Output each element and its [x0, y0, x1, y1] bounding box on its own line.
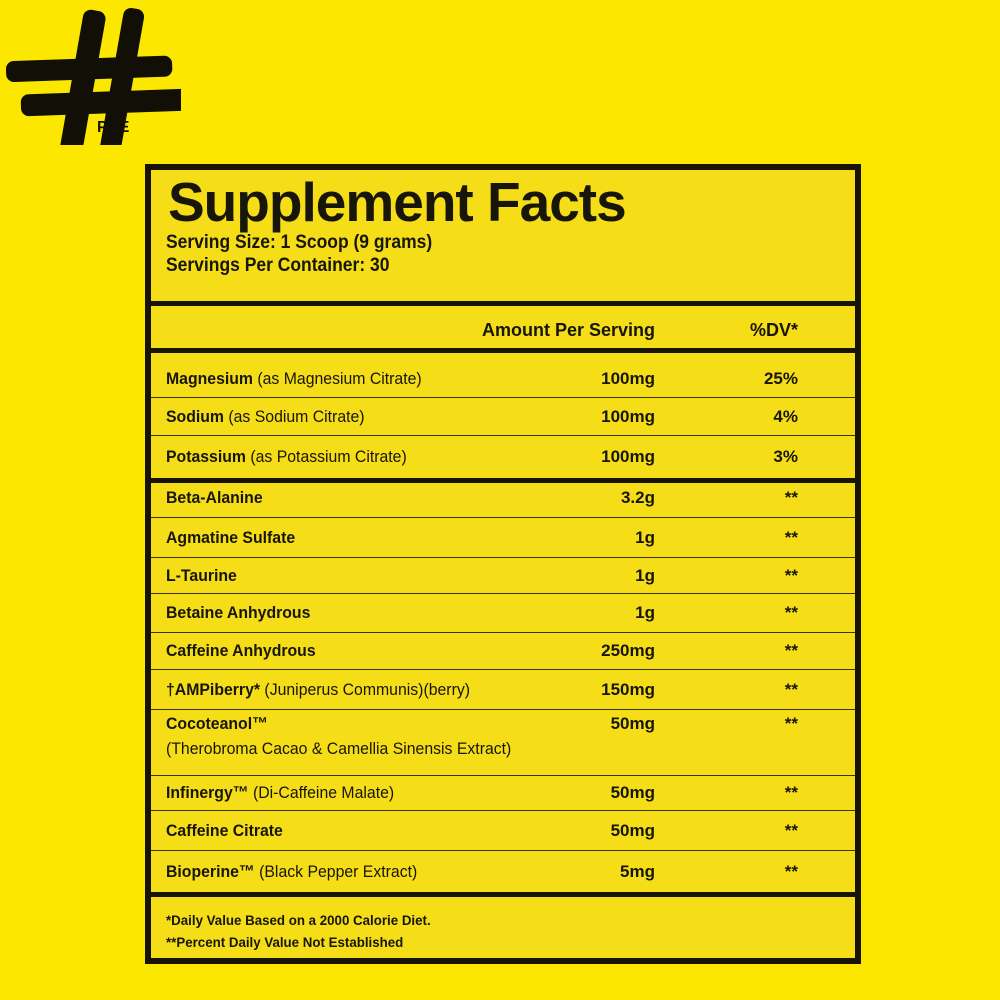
- svg-text:PRE: PRE: [97, 119, 129, 136]
